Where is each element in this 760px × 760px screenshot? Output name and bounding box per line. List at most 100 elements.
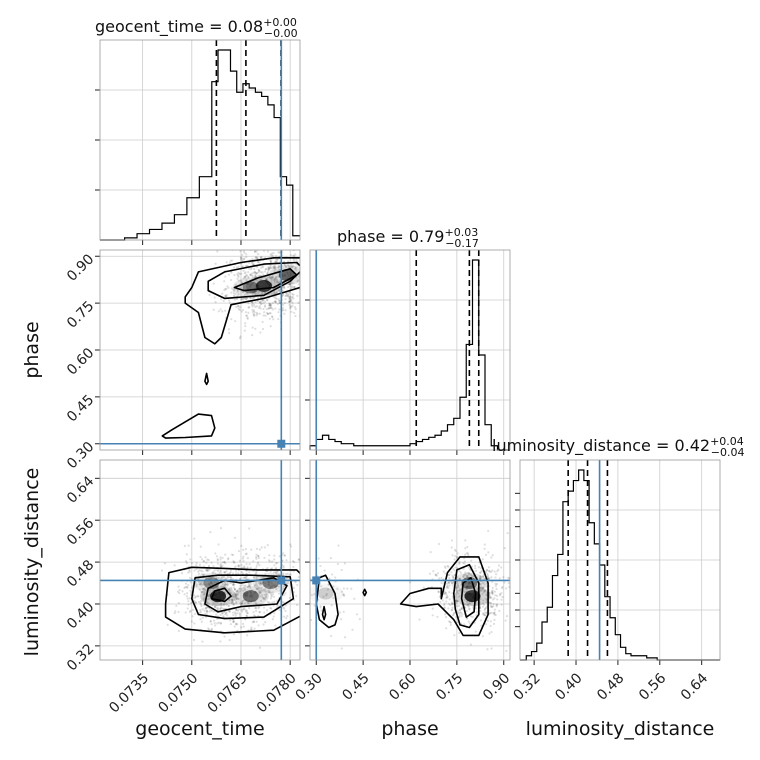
sample-point — [178, 592, 181, 595]
sample-point — [203, 609, 206, 612]
panel-frame — [309, 459, 511, 661]
sample-point — [291, 295, 294, 298]
sample-point — [262, 302, 265, 305]
sample-point — [270, 582, 273, 585]
sample-point — [271, 301, 274, 305]
sample-point — [490, 591, 493, 594]
sample-point — [448, 584, 451, 587]
sample-point — [257, 614, 260, 617]
sample-point — [438, 595, 441, 598]
sample-point — [467, 620, 470, 623]
sample-point — [220, 565, 223, 568]
sample-point — [266, 270, 270, 273]
sample-point — [244, 584, 247, 587]
sample-point — [259, 582, 262, 585]
sample-point — [431, 614, 434, 617]
sample-point — [216, 559, 219, 562]
sample-point — [467, 603, 470, 606]
sample-point — [257, 556, 260, 559]
sample-point — [245, 278, 248, 281]
sample-point — [236, 273, 239, 276]
sample-point — [199, 583, 202, 586]
sample-point — [186, 607, 189, 610]
sample-point — [282, 606, 285, 609]
contour-line-4 — [204, 372, 209, 386]
sample-point — [484, 590, 487, 593]
sample-point — [269, 570, 272, 573]
sample-point — [500, 591, 503, 595]
sample-point — [190, 586, 193, 589]
sample-point — [282, 308, 285, 312]
sample-point — [480, 570, 483, 573]
sample-point — [277, 311, 280, 314]
sample-point — [216, 558, 219, 561]
sample-point — [264, 573, 267, 576]
sample-point — [229, 623, 232, 626]
sample-point — [236, 589, 239, 592]
sample-point — [212, 619, 216, 622]
sample-point — [283, 312, 286, 315]
sample-point — [275, 584, 278, 588]
sample-point — [483, 547, 486, 550]
sample-point — [489, 604, 492, 607]
sample-point — [293, 285, 296, 289]
histogram-panel-geocent-time — [95, 39, 301, 245]
sample-point — [220, 602, 223, 605]
sample-point — [489, 624, 492, 628]
sample-point — [269, 306, 272, 309]
sample-point — [196, 595, 199, 598]
sample-point — [466, 585, 469, 589]
sample-point — [465, 587, 468, 590]
sample-point — [201, 590, 204, 594]
contour-line-3 — [210, 587, 232, 603]
sample-point — [288, 300, 291, 303]
sample-point — [276, 278, 279, 281]
sample-point — [231, 601, 234, 604]
sample-point — [502, 576, 505, 579]
sample-point — [177, 610, 180, 614]
sample-point — [237, 608, 241, 611]
sample-point — [325, 592, 328, 596]
sample-point — [260, 594, 264, 597]
sample-point — [255, 576, 258, 579]
contour-line-0 — [164, 566, 300, 634]
sample-point — [290, 296, 293, 299]
sample-point — [462, 575, 465, 578]
sample-point — [228, 604, 231, 607]
sample-point — [274, 282, 277, 285]
sample-point — [274, 586, 277, 589]
sample-point — [232, 595, 236, 599]
sample-point — [200, 573, 204, 576]
sample-point — [481, 558, 484, 561]
sample-point — [227, 331, 231, 335]
sample-point — [202, 559, 205, 563]
sample-point — [212, 565, 215, 568]
sample-point — [254, 292, 257, 295]
sample-point — [452, 576, 455, 579]
sample-point — [207, 602, 211, 606]
sample-point — [246, 293, 249, 296]
sample-point — [272, 595, 276, 599]
sample-point — [243, 576, 246, 579]
sample-point — [466, 585, 469, 588]
sample-point — [444, 591, 447, 595]
sample-point — [231, 598, 234, 602]
sample-point — [189, 558, 192, 561]
sample-point — [492, 602, 495, 606]
sample-point — [269, 265, 272, 268]
sample-point — [241, 265, 244, 268]
sample-point — [442, 570, 445, 573]
sample-point — [224, 294, 227, 298]
sample-point — [287, 293, 290, 296]
sample-point — [269, 276, 272, 279]
sample-point — [228, 261, 232, 265]
sample-point — [450, 581, 453, 584]
sample-point — [463, 577, 467, 580]
sample-point — [495, 582, 499, 586]
sample-point — [198, 563, 202, 566]
sample-point — [219, 602, 223, 605]
sample-point — [428, 572, 432, 575]
sample-point — [463, 573, 466, 576]
sample-point — [264, 621, 267, 624]
sample-point — [275, 587, 278, 591]
